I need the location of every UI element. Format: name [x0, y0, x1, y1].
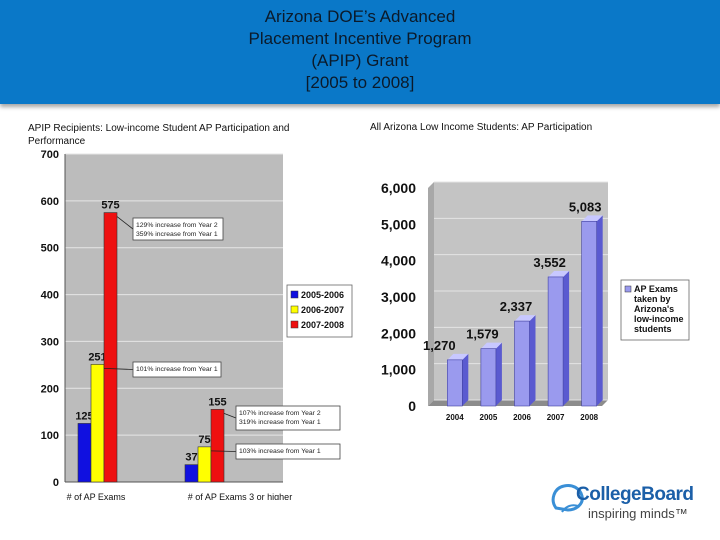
bar-top	[581, 215, 603, 222]
title-line: (APIP) Grant	[311, 51, 409, 70]
data-label: 1,579	[466, 327, 499, 342]
callout-box	[235, 405, 341, 431]
bar-top	[514, 315, 536, 322]
data-label: 155	[208, 396, 226, 408]
y-tick-label: 2,000	[381, 325, 416, 341]
x-category-label: 2004	[446, 413, 464, 422]
legend-box	[620, 279, 690, 341]
callout-text: 107% increase from Year 2	[239, 410, 321, 417]
x-category-label: 2006	[513, 413, 531, 422]
bar-top	[480, 342, 502, 349]
title-line: Placement Incentive Program	[248, 29, 472, 48]
legend-swatch	[624, 285, 632, 293]
x-category-label: # of AP Exams 3 or higher	[188, 492, 292, 500]
data-label: 575	[101, 200, 119, 212]
title-banner	[0, 0, 720, 104]
bar	[210, 409, 225, 483]
apip-recipients-chart: 0 100 200 300 400 500 600 700 125 251 575 # of AP E…	[41, 149, 353, 500]
bar	[90, 364, 105, 483]
y-tick-label: 100	[41, 430, 59, 442]
x-category-label: 2007	[547, 413, 565, 422]
bar	[447, 359, 463, 407]
y-tick-label: 600	[41, 196, 59, 208]
bar-side	[495, 342, 502, 406]
bar-top	[548, 270, 570, 277]
legend-label: 2005-2006	[301, 290, 344, 300]
legend-label: AP Exams taken by Arizona's low-income stude…	[634, 284, 684, 334]
y-tick-label: 3,000	[381, 289, 416, 305]
y-tick-label: 700	[41, 149, 59, 161]
bar	[77, 423, 92, 483]
legend-swatch	[290, 290, 299, 299]
y-tick-label: 0	[408, 398, 416, 414]
bar	[547, 276, 564, 407]
y-tick-label: 400	[41, 290, 59, 302]
legend-label: 2006-2007	[301, 305, 344, 315]
legend-swatch	[290, 320, 299, 329]
page-title: Arizona DOE’s Advanced Placement Incenti…	[160, 6, 560, 94]
callout-text: 101% increase from Year 1	[136, 366, 218, 373]
collegeboard-logo: CollegeBoard inspiring minds™	[548, 478, 698, 524]
y-tick-label: 300	[41, 336, 59, 348]
bar-side	[529, 315, 536, 406]
callout-text: 319% increase from Year 1	[239, 419, 321, 426]
bar	[184, 464, 199, 483]
bar-side	[596, 215, 603, 406]
callout-text: 359% increase from Year 1	[136, 231, 218, 238]
y-tick-label: 5,000	[381, 216, 416, 232]
data-label: 2,337	[500, 299, 533, 314]
callout-line	[210, 450, 237, 452]
data-label: 125	[75, 410, 93, 422]
logo-tagline: inspiring minds™	[588, 506, 688, 521]
logo-name: CollegeBoard	[576, 484, 694, 505]
x-category-label: 2008	[580, 413, 598, 422]
bar	[480, 348, 497, 407]
y-tick-label: 6,000	[381, 180, 416, 196]
callout-box	[132, 217, 224, 241]
left-chart-heading: APIP Recipients: Low-income Student AP P…	[28, 123, 290, 147]
bar	[581, 221, 597, 407]
plot-side-wall	[428, 182, 434, 406]
bar	[103, 212, 118, 483]
data-label: 251	[88, 351, 106, 363]
bar-side	[462, 353, 469, 406]
data-label: 3,552	[533, 255, 566, 270]
callout-text: 129% increase from Year 2	[136, 222, 218, 229]
callout-line	[103, 367, 134, 370]
legend-swatch	[290, 305, 299, 314]
callout-box	[235, 443, 341, 460]
y-tick-label: 0	[53, 477, 59, 489]
callout-text: 103% increase from Year 1	[239, 448, 321, 455]
bar	[197, 446, 212, 483]
bar	[514, 320, 530, 407]
data-label: 75	[198, 434, 210, 446]
y-tick-label: 1,000	[381, 362, 416, 378]
y-tick-label: 500	[41, 243, 59, 255]
x-category-label: # of AP Exams	[67, 492, 126, 500]
y-tick-label: 4,000	[381, 253, 416, 269]
all-arizona-participation-chart: 0 1,000 2,000 3,000 4,000 5,000 6,000 1,270 2004…	[381, 180, 690, 422]
bar-side	[563, 270, 570, 406]
y-tick-label: 200	[41, 383, 59, 395]
data-label: 1,270	[423, 338, 456, 353]
callout-box	[132, 361, 222, 378]
callout-line	[223, 412, 237, 419]
bar-top	[447, 353, 469, 360]
acorn-icon	[551, 484, 584, 513]
data-label: 5,083	[569, 199, 602, 214]
data-label: 37	[185, 452, 197, 464]
right-chart-heading: All Arizona Low Income Students: AP Part…	[370, 122, 593, 133]
title-line: [2005 to 2008]	[305, 73, 415, 92]
callout-line	[116, 216, 134, 230]
x-category-label: 2005	[480, 413, 498, 422]
title-line: Arizona DOE’s Advanced	[264, 7, 456, 26]
legend-label: 2007-2008	[301, 320, 344, 330]
